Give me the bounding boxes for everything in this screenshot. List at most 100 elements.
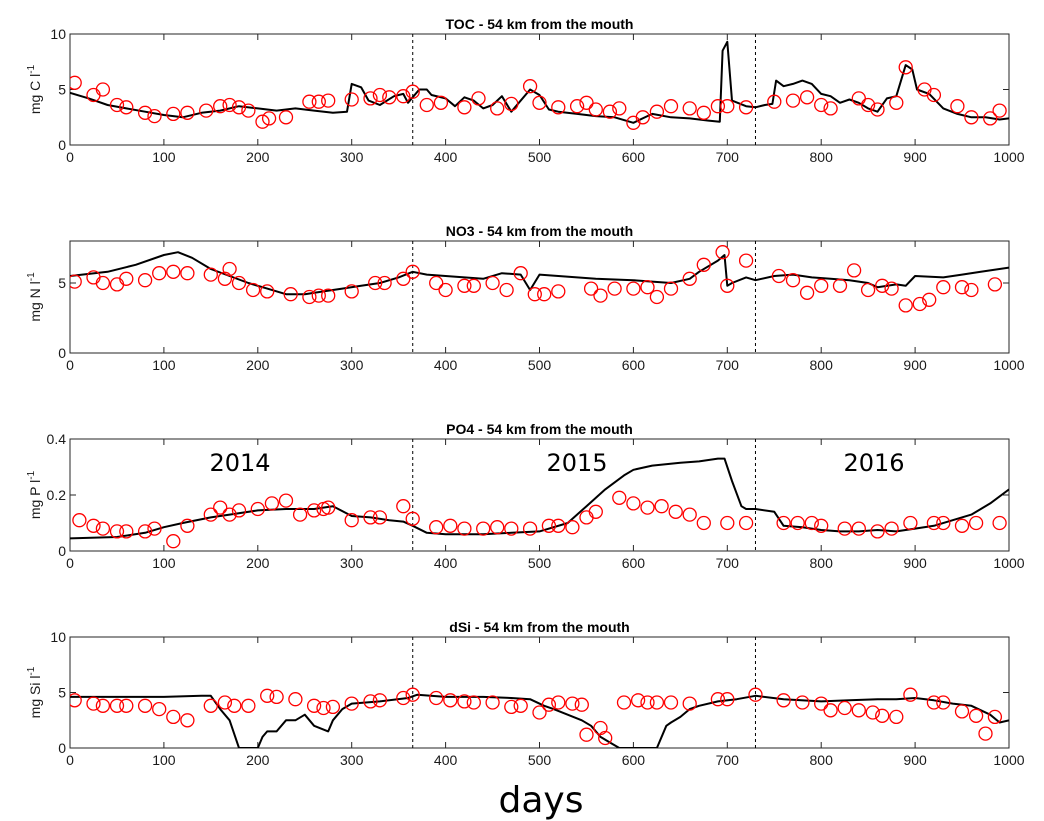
x-tick-label-no3-1000: 1000 [993,357,1024,373]
observation-marker-no3-35 [593,288,608,303]
chart-title-toc: TOC - 54 km from the mouth [446,16,634,32]
observation-marker-po4-48 [804,515,819,531]
observation-marker-po4-5 [137,524,153,539]
observation-marker-toc-35 [569,99,585,114]
observation-marker-po4-45 [738,515,754,531]
observation-marker-no3-51 [846,263,862,278]
observation-marker-no3-30 [513,266,528,281]
year-label-2014: 2014 [209,449,270,477]
observation-marker-po4-42 [682,507,697,522]
observation-marker-toc-64 [992,103,1007,118]
observation-marker-no3-37 [626,281,641,296]
observation-marker-no3-4 [119,271,134,286]
observation-marker-toc-23 [382,90,397,105]
observation-marker-dsi-34 [565,696,580,711]
observation-marker-toc-17 [302,94,317,109]
y-axis-label-toc: mg C l-1 [26,64,43,114]
observation-marker-no3-0 [70,274,82,289]
observation-marker-dsi-1 [86,696,101,711]
observation-marker-no3-53 [875,278,890,293]
observation-marker-po4-44 [720,515,735,531]
observation-marker-toc-57 [889,95,904,110]
observation-marker-no3-29 [499,282,514,298]
observation-marker-no3-42 [696,257,711,272]
observation-marker-dsi-40 [630,693,646,708]
observation-marker-no3-7 [166,264,181,279]
model-line-toc [70,40,1009,124]
x-tick-label-no3-0: 0 [66,357,74,373]
observation-marker-po4-57 [954,518,970,533]
observation-marker-no3-45 [738,253,754,268]
x-tick-label-po4-600: 600 [622,555,646,571]
observation-marker-toc-53 [823,101,838,116]
observation-marker-po4-24 [405,511,420,526]
observation-marker-po4-19 [321,500,336,515]
observation-marker-toc-12 [231,100,247,115]
panel-no3: NO3 - 54 km from the mouth 0 100 200 300 400 5… [26,223,1025,373]
y-axis-label-no3: mg N l-1 [26,272,43,322]
x-tick-label-dsi-800: 800 [810,752,834,768]
observation-marker-po4-51 [851,521,866,536]
observation-marker-toc-25 [405,84,420,99]
observation-marker-toc-21 [363,91,378,106]
observation-marker-dsi-45 [710,692,726,707]
observation-marker-toc-44 [682,101,697,116]
observation-marker-toc-45 [696,105,711,120]
x-tick-label-po4-900: 900 [903,555,927,571]
observation-marker-toc-11 [222,97,237,113]
observation-marker-dsi-54 [865,705,880,720]
x-tick-label-toc-800: 800 [810,149,834,165]
x-tick-label-toc-500: 500 [528,149,552,165]
x-tick-label-toc-900: 900 [903,149,927,165]
observation-marker-po4-35 [579,510,594,525]
observation-marker-po4-0 [72,513,87,528]
observation-marker-toc-31 [504,96,519,112]
observation-marker-dsi-41 [640,695,655,710]
observation-marker-po4-12 [231,503,247,518]
observation-marker-toc-15 [261,111,277,126]
observation-marker-toc-32 [522,79,538,94]
observation-marker-no3-44 [720,278,735,293]
observation-marker-no3-18 [321,288,336,303]
observation-marker-po4-30 [504,521,519,536]
observation-marker-toc-3 [109,97,125,113]
observation-marker-toc-50 [785,93,801,108]
model-line-po4 [70,457,1009,540]
x-tick-label-no3-700: 700 [716,357,740,373]
observation-marker-dsi-6 [152,701,167,717]
observation-marker-toc-61 [950,99,965,114]
observation-marker-dsi-21 [372,693,388,708]
observation-marker-po4-1 [86,518,101,533]
observation-marker-po4-10 [213,500,228,515]
observation-marker-no3-20 [368,275,383,291]
observation-marker-po4-53 [884,521,899,536]
observation-marker-no3-61 [987,277,1003,292]
observation-marker-no3-25 [438,282,453,298]
y-tick-label-dsi-0: 0 [58,740,66,756]
observation-marker-dsi-39 [616,695,632,710]
x-tick-label-no3-200: 200 [246,357,270,373]
x-tick-label-po4-200: 200 [246,555,270,571]
observation-marker-dsi-23 [405,687,420,702]
x-tick-label-toc-300: 300 [340,149,364,165]
observation-marker-dsi-51 [823,703,838,718]
observation-marker-dsi-27 [466,695,481,710]
observation-marker-po4-11 [222,507,237,522]
observation-marker-po4-13 [250,501,265,517]
y-axis-label-po4: mg P l-1 [26,470,43,519]
observation-marker-dsi-38 [598,730,613,746]
x-tick-label-dsi-200: 200 [246,752,270,768]
x-tick-label-dsi-500: 500 [528,752,552,768]
observation-marker-po4-29 [490,520,505,535]
observation-marker-no3-24 [429,275,444,291]
y-tick-label-no3-0: 0 [58,345,66,361]
observation-marker-dsi-19 [344,696,359,711]
observation-marker-toc-8 [180,105,195,120]
observation-marker-dsi-11 [227,698,242,713]
x-tick-label-dsi-0: 0 [66,752,74,768]
observation-marker-po4-33 [551,518,566,533]
x-tick-label-toc-1000: 1000 [993,149,1024,165]
observation-marker-no3-43 [715,245,730,260]
observation-marker-no3-58 [936,280,951,295]
